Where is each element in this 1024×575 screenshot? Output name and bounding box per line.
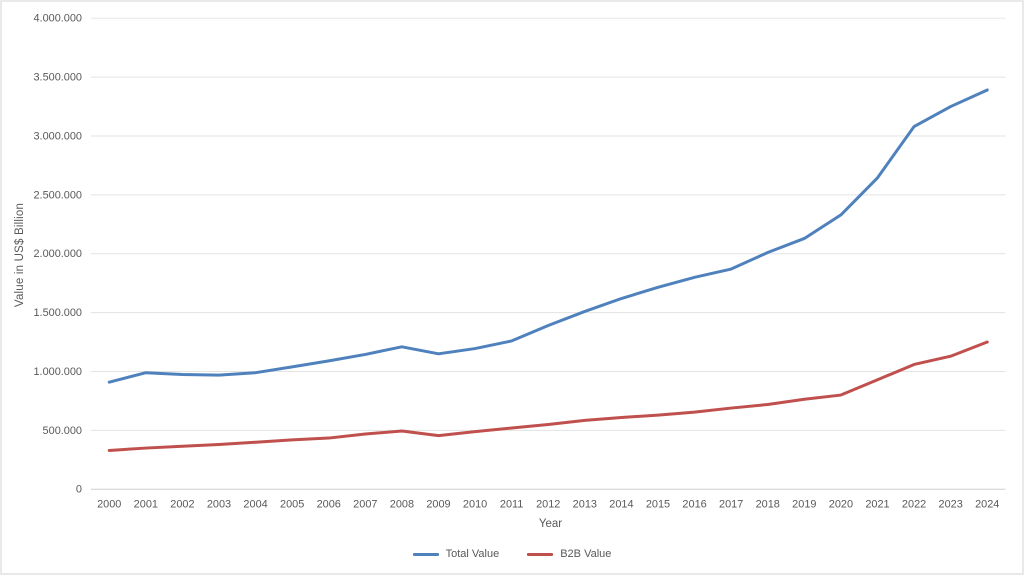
y-tick-label: 3.500.000 <box>33 72 82 84</box>
x-tick-label: 2010 <box>463 498 487 510</box>
x-tick-label: 2004 <box>243 498 267 510</box>
x-tick-label: 2020 <box>829 498 853 510</box>
x-tick-label: 2005 <box>280 498 304 510</box>
x-tick-label: 2024 <box>975 498 999 510</box>
x-tick-label: 2009 <box>426 498 450 510</box>
x-tick-label: 2021 <box>865 498 889 510</box>
x-tick-label: 2014 <box>609 498 633 510</box>
y-tick-label: 3.000.000 <box>33 130 82 142</box>
y-tick-label: 0 <box>76 484 82 496</box>
x-tick-label: 2011 <box>500 498 523 510</box>
b2b-value-line-swatch-icon <box>527 552 554 556</box>
legend-item-b2b-value: B2B Value <box>527 548 611 560</box>
chart-legend: Total Value B2B Value <box>2 548 1022 560</box>
x-tick-label: 2007 <box>353 498 377 510</box>
x-tick-label: 2022 <box>902 498 926 510</box>
x-tick-label: 2015 <box>646 498 670 510</box>
y-tick-label: 500.000 <box>43 425 82 437</box>
y-tick-label: 1.000.000 <box>33 366 82 378</box>
x-axis-title: Year <box>538 518 563 530</box>
x-tick-label: 2012 <box>536 498 560 510</box>
x-tick-label: 2006 <box>317 498 341 510</box>
data-series-lines <box>107 88 989 452</box>
x-tick-label: 2013 <box>573 498 597 510</box>
series-line-b2b-value <box>107 340 989 452</box>
y-axis-title: Value in US$ Billion <box>14 202 26 308</box>
series-line-total-value <box>107 88 989 384</box>
y-axis-tick-labels: 0 500.000 1.000.000 1.500.000 2.000.000 2.500… <box>33 13 82 496</box>
y-tick-label: 4.000.000 <box>33 13 82 25</box>
legend-label-b2b-value: B2B Value <box>560 548 612 560</box>
legend-item-total-value: Total Value <box>412 548 500 560</box>
x-tick-label: 2016 <box>682 498 706 510</box>
y-tick-label: 2.500.000 <box>33 189 82 201</box>
x-tick-label: 2008 <box>390 498 414 510</box>
x-tick-label: 2018 <box>756 498 780 510</box>
x-tick-label: 2017 <box>719 498 743 510</box>
gridlines-group <box>90 17 1006 490</box>
x-tick-label: 2023 <box>939 498 963 510</box>
x-tick-label: 2019 <box>792 498 816 510</box>
total-value-line-swatch-icon <box>412 552 439 556</box>
legend-label-total-value: Total Value <box>445 548 500 560</box>
x-tick-label: 2001 <box>134 498 158 510</box>
x-tick-label: 2002 <box>170 498 194 510</box>
x-tick-label: 2000 <box>97 498 121 510</box>
y-tick-label: 2.000.000 <box>33 248 82 260</box>
x-axis-tick-labels: 2000 2001 2002 2003 2004 2005 2006 2007 2008 2009… <box>97 498 999 510</box>
x-tick-label: 2003 <box>207 498 231 510</box>
y-tick-label: 1.500.000 <box>33 307 82 319</box>
